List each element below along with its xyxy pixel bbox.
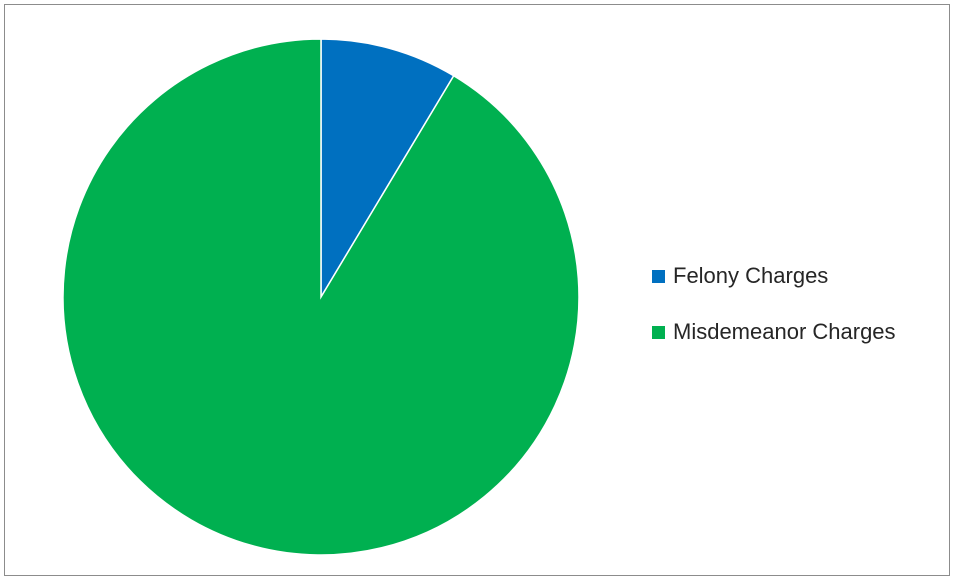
- legend-swatch-felony: [652, 269, 665, 283]
- legend-label-felony: Felony Charges: [673, 263, 829, 288]
- pie-slice-felony: [320, 38, 455, 300]
- pie-slice-misdemeanor: [62, 38, 580, 556]
- legend-item-misdemeanor: Misdemeanor Charges: [652, 317, 896, 347]
- legend-item-felony: Felony Charges: [652, 261, 896, 291]
- pie-chart: [62, 38, 580, 556]
- chart-area: Felony Charges Misdemeanor Charges: [4, 4, 950, 576]
- legend-swatch-misdemeanor: [652, 325, 665, 339]
- legend-label-misdemeanor: Misdemeanor Charges: [673, 319, 896, 344]
- legend: Felony Charges Misdemeanor Charges: [652, 261, 896, 373]
